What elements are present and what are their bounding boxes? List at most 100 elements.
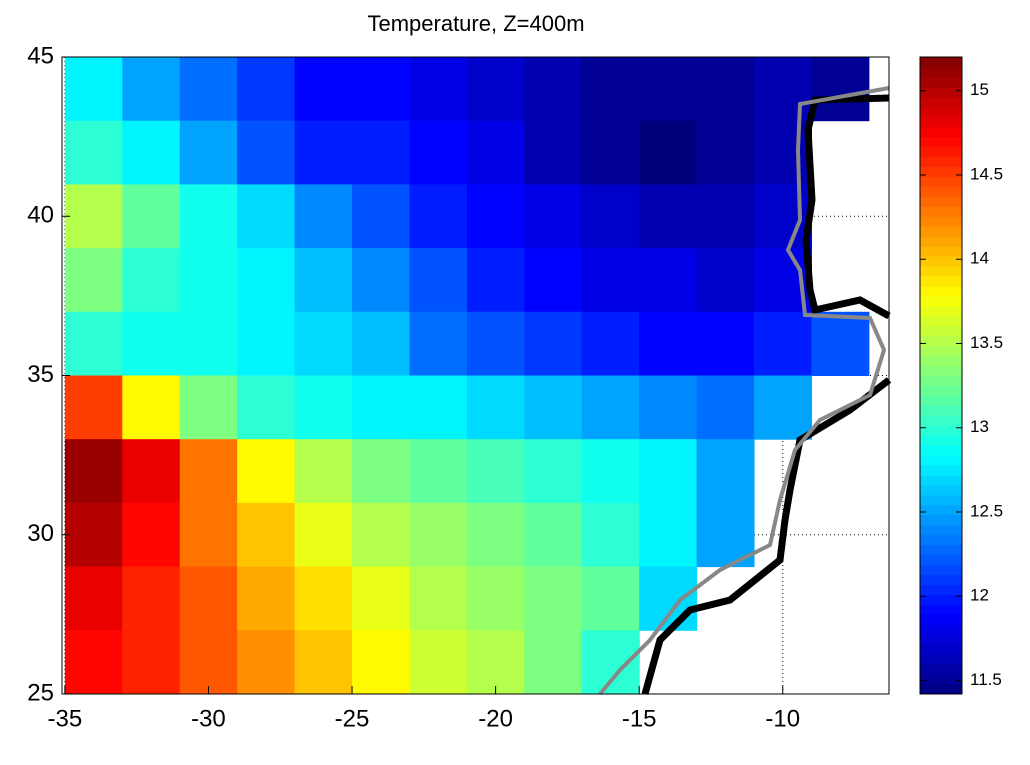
colorbar-swatch <box>920 504 962 516</box>
heat-cell <box>696 57 755 122</box>
heat-cell <box>639 57 698 122</box>
heat-cell <box>466 502 525 568</box>
heat-cell <box>696 120 755 185</box>
heat-cell <box>524 57 583 122</box>
colorbar-swatch <box>920 584 962 595</box>
colorbar-swatch <box>920 634 962 645</box>
heat-cell <box>581 120 640 185</box>
colorbar-swatch <box>920 475 962 486</box>
colorbar-swatch <box>920 66 962 78</box>
heat-cell <box>294 439 353 504</box>
colorbar-swatch <box>920 106 962 118</box>
heatmap <box>64 57 870 694</box>
colorbar-tick-label: 14 <box>970 249 989 268</box>
heat-cell <box>639 566 698 631</box>
heat-cell <box>122 184 181 249</box>
heat-cell <box>122 311 181 376</box>
colorbar-swatch <box>920 86 962 98</box>
heat-cell <box>294 248 353 313</box>
colorbar-swatch <box>920 196 962 207</box>
colorbar-swatch <box>920 494 962 506</box>
colorbar-tick-label: 13 <box>970 417 989 436</box>
colorbar-swatch <box>920 156 962 167</box>
colorbar-swatch <box>920 345 962 357</box>
colorbar-swatch <box>920 355 962 367</box>
heat-cell <box>639 502 698 568</box>
colorbar-swatch <box>920 226 962 237</box>
heat-cell <box>409 248 468 313</box>
colorbar-swatch <box>920 176 962 187</box>
colorbar-swatch <box>920 445 962 456</box>
heat-cell <box>639 311 698 376</box>
heat-cell <box>466 566 525 631</box>
heat-cell <box>581 566 640 631</box>
colorbar-swatch <box>920 116 962 128</box>
heat-cell <box>581 375 640 440</box>
heat-cell <box>352 248 410 313</box>
colorbar-swatch <box>920 674 962 685</box>
heat-cell <box>581 439 640 504</box>
heat-cell <box>179 57 238 122</box>
heat-cell <box>524 184 583 249</box>
colorbar-swatch <box>920 684 962 695</box>
colorbar-swatch <box>920 614 962 625</box>
heat-cell <box>696 248 755 313</box>
heat-cell <box>352 566 410 631</box>
heat-cell <box>294 120 353 185</box>
y-tick-label: 25 <box>27 679 54 706</box>
heat-cell <box>466 57 525 122</box>
heat-cell <box>64 120 123 185</box>
colorbar-swatch <box>920 604 962 615</box>
heat-cell <box>696 184 755 249</box>
colorbar-swatch <box>920 594 962 605</box>
colorbar-swatch <box>920 554 962 566</box>
heat-cell <box>122 248 181 313</box>
heat-cell <box>352 311 410 376</box>
colorbar-swatch <box>920 76 962 88</box>
heat-cell <box>64 57 123 122</box>
heat-cell <box>237 248 296 313</box>
colorbar-swatch <box>920 266 962 277</box>
colorbar-swatch <box>920 315 962 327</box>
colorbar-swatch <box>920 405 962 416</box>
heat-cell <box>122 439 181 504</box>
heat-cell <box>237 439 296 504</box>
colorbar-swatch <box>920 664 962 675</box>
heat-cell <box>754 311 812 376</box>
heat-cell <box>466 375 525 440</box>
heat-cell <box>754 120 812 185</box>
colorbar-swatch <box>920 455 962 466</box>
coastline <box>641 94 892 695</box>
heat-cell <box>237 502 296 568</box>
colorbar-swatch <box>920 425 962 436</box>
heat-cell <box>352 630 410 694</box>
heat-cell <box>466 311 525 376</box>
colorbar-tick-label: 15 <box>970 80 989 99</box>
heat-cell <box>294 57 353 122</box>
heat-cell <box>352 57 410 122</box>
heat-cell <box>294 184 353 249</box>
colorbar-swatch <box>920 524 962 536</box>
heat-cell <box>294 311 353 376</box>
heat-cell <box>179 184 238 249</box>
chart-title: Temperature, Z=400m <box>367 11 584 36</box>
heat-cell <box>581 630 640 694</box>
heat-cell <box>524 375 583 440</box>
heat-cell <box>639 375 698 440</box>
colorbar-swatch <box>920 654 962 665</box>
x-tick-label: -15 <box>622 705 657 732</box>
colorbar-swatch <box>920 365 962 376</box>
colorbar-tick-label: 12.5 <box>970 501 1003 520</box>
colorbar-swatch <box>920 435 962 446</box>
colorbar-swatch <box>920 335 962 347</box>
y-tick-label: 40 <box>27 202 54 229</box>
heat-cell <box>409 311 468 376</box>
heat-cell <box>122 502 181 568</box>
heat-cell <box>581 184 640 249</box>
colorbar-swatch <box>920 544 962 556</box>
heat-cell <box>237 375 296 440</box>
heat-cell <box>409 439 468 504</box>
colorbar-swatch <box>920 275 962 287</box>
heat-cell <box>409 630 468 694</box>
colorbar-swatch <box>920 624 962 635</box>
